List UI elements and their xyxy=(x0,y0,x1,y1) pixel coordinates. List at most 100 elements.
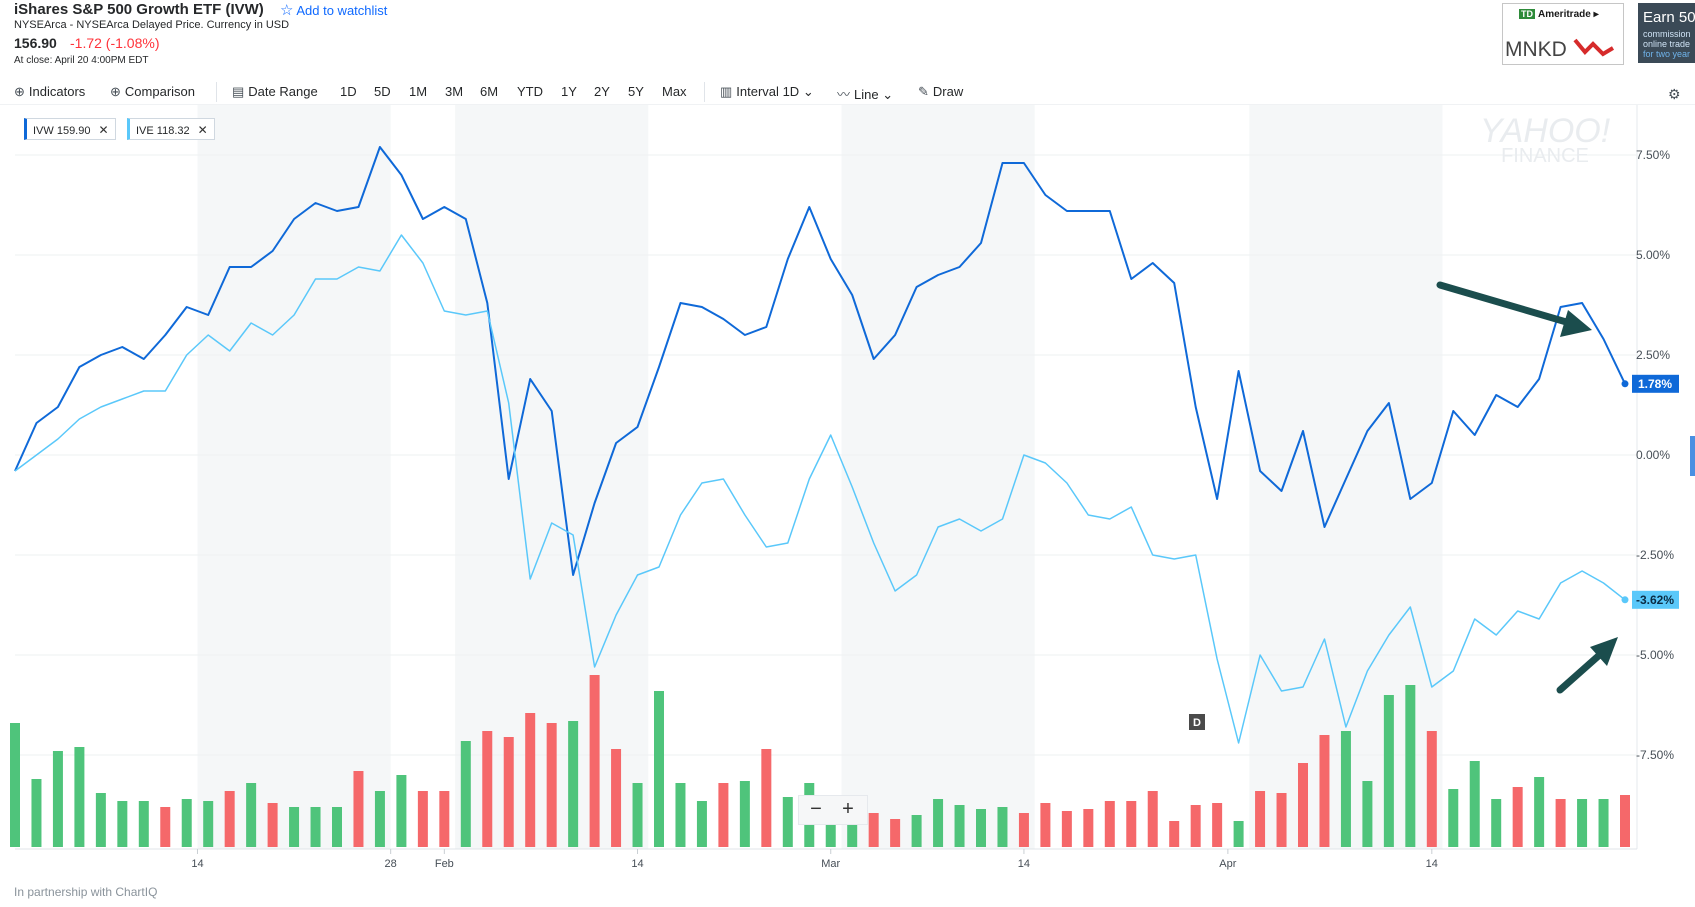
date-range-button[interactable]: ▤ Date Range xyxy=(232,84,318,99)
last-value-label: 1.78% xyxy=(1638,377,1672,391)
volume-bar xyxy=(954,805,965,847)
volume-bar xyxy=(1448,789,1459,847)
range-3m[interactable]: 3M xyxy=(445,84,464,99)
volume-bar xyxy=(997,807,1008,847)
current-price: 156.90 xyxy=(14,35,57,51)
y-tick-label: 7.50% xyxy=(1636,148,1670,162)
volume-bar xyxy=(95,793,106,847)
volume-bar xyxy=(911,815,922,847)
volume-bar xyxy=(1620,795,1630,847)
close-icon[interactable]: ✕ xyxy=(197,123,208,137)
ameritrade-logo: TD Ameritrade ▸ xyxy=(1519,9,1617,25)
volume-bar xyxy=(31,779,42,847)
y-tick-label: -5.00% xyxy=(1636,648,1674,662)
range-ytd[interactable]: YTD xyxy=(517,84,543,99)
volume-bar xyxy=(718,783,729,847)
volume-bar xyxy=(503,737,514,847)
plus-circle-icon: ⊕ xyxy=(110,84,121,99)
volume-bar xyxy=(482,731,493,847)
volume-bar xyxy=(396,775,407,847)
chart-type-dropdown[interactable]: 〰 Line ⌄ xyxy=(837,87,894,102)
comparison-button[interactable]: ⊕ Comparison xyxy=(110,84,195,99)
volume-bar xyxy=(439,791,450,847)
volume-bar xyxy=(1276,793,1287,847)
volume-bar xyxy=(1126,801,1137,847)
volume-bar xyxy=(1104,801,1115,847)
watchlist-label: Add to watchlist xyxy=(296,3,388,18)
gear-icon[interactable]: ⚙ xyxy=(1668,86,1681,102)
close-icon[interactable]: ✕ xyxy=(98,123,109,137)
x-tick-label: Apr xyxy=(1219,858,1236,870)
volume-bar xyxy=(654,691,664,847)
volume-bar xyxy=(1298,763,1308,847)
zoom-out-button[interactable]: − xyxy=(810,798,822,820)
volume-bar xyxy=(1534,777,1545,847)
series-line-ive xyxy=(14,234,1626,744)
volume-bar xyxy=(52,751,63,847)
volume-bar xyxy=(1512,787,1523,847)
volume-bar xyxy=(546,723,557,847)
volume-bar xyxy=(1061,811,1072,847)
range-5d[interactable]: 5D xyxy=(374,84,391,99)
shaded-band xyxy=(841,105,1035,849)
svg-text:YAHOO!: YAHOO! xyxy=(1480,112,1611,150)
price-change: -1.72 (-1.08%) xyxy=(70,35,160,51)
side-handle[interactable] xyxy=(1690,436,1695,476)
legend-item-ivw[interactable]: IVW 159.90 ✕ xyxy=(24,118,116,140)
plus-circle-icon: ⊕ xyxy=(14,84,25,99)
ad-text: commission online trade for two year xyxy=(1643,29,1691,59)
volume-bar xyxy=(675,783,686,847)
svg-text:D: D xyxy=(1193,717,1201,729)
volume-bar xyxy=(739,781,750,847)
volume-bar xyxy=(1469,761,1480,847)
volume-bar xyxy=(417,791,428,847)
range-max[interactable]: Max xyxy=(662,84,687,99)
calendar-icon: ▤ xyxy=(232,84,245,99)
add-to-watchlist-link[interactable]: ☆ Add to watchlist xyxy=(280,1,387,19)
interval-dropdown[interactable]: ▥ Interval 1D ⌄ xyxy=(720,84,814,99)
volume-bar xyxy=(1018,813,1029,847)
commission-ad[interactable]: Earn 50 commission online trade for two … xyxy=(1638,3,1695,63)
volume-bar xyxy=(246,783,257,847)
series-endpoint xyxy=(1621,596,1629,604)
x-tick-label: 14 xyxy=(1426,858,1438,870)
x-tick-label: 14 xyxy=(1018,858,1030,870)
toolbar-divider xyxy=(216,82,217,102)
indicators-button[interactable]: ⊕ Indicators xyxy=(14,84,86,99)
volume-bar xyxy=(1383,695,1394,847)
annotation-arrow-bottom xyxy=(1556,637,1618,694)
range-1m[interactable]: 1M xyxy=(409,84,428,99)
volume-bar xyxy=(1491,799,1502,847)
chart-down-icon xyxy=(1573,38,1615,57)
last-value-badge xyxy=(1632,590,1679,609)
volume-bar xyxy=(1255,791,1266,847)
volume-bar xyxy=(224,791,235,847)
range-1d[interactable]: 1D xyxy=(340,84,357,99)
volume-bar xyxy=(1233,821,1244,847)
volume-bar xyxy=(1577,799,1588,847)
legend-item-ive[interactable]: IVE 118.32 ✕ xyxy=(127,118,215,140)
range-6m[interactable]: 6M xyxy=(480,84,499,99)
volume-bar xyxy=(1319,735,1330,847)
range-5y[interactable]: 5Y xyxy=(628,84,644,99)
volume-bar xyxy=(117,801,128,847)
volume-bar xyxy=(1040,803,1051,847)
volume-bar xyxy=(160,807,171,847)
volume-bar xyxy=(310,807,321,847)
draw-button[interactable]: ✎ Draw xyxy=(918,84,964,99)
legend-label: IVE 118.32 xyxy=(136,125,190,137)
ad-ticker: MNKD xyxy=(1505,38,1567,61)
volume-bar xyxy=(1190,805,1201,847)
last-value-label: -3.62% xyxy=(1636,593,1674,607)
ameritrade-ad[interactable]: TD Ameritrade ▸ MNKD xyxy=(1502,3,1624,65)
volume-bar xyxy=(1212,803,1223,847)
zoom-in-button[interactable]: + xyxy=(842,798,854,820)
range-1y[interactable]: 1Y xyxy=(561,84,577,99)
close-timestamp: At close: April 20 4:00PM EDT xyxy=(14,55,149,66)
star-icon: ☆ xyxy=(280,2,294,19)
range-2y[interactable]: 2Y xyxy=(594,84,610,99)
dividend-marker[interactable]: D xyxy=(1189,714,1205,730)
price-chart[interactable]: YAHOO! FINANCE 14 28 Feb 14 Mar 14 Apr 14 7.50%… xyxy=(0,104,1695,890)
chevron-down-icon: ⌄ xyxy=(802,84,814,99)
volume-bar xyxy=(611,749,622,847)
